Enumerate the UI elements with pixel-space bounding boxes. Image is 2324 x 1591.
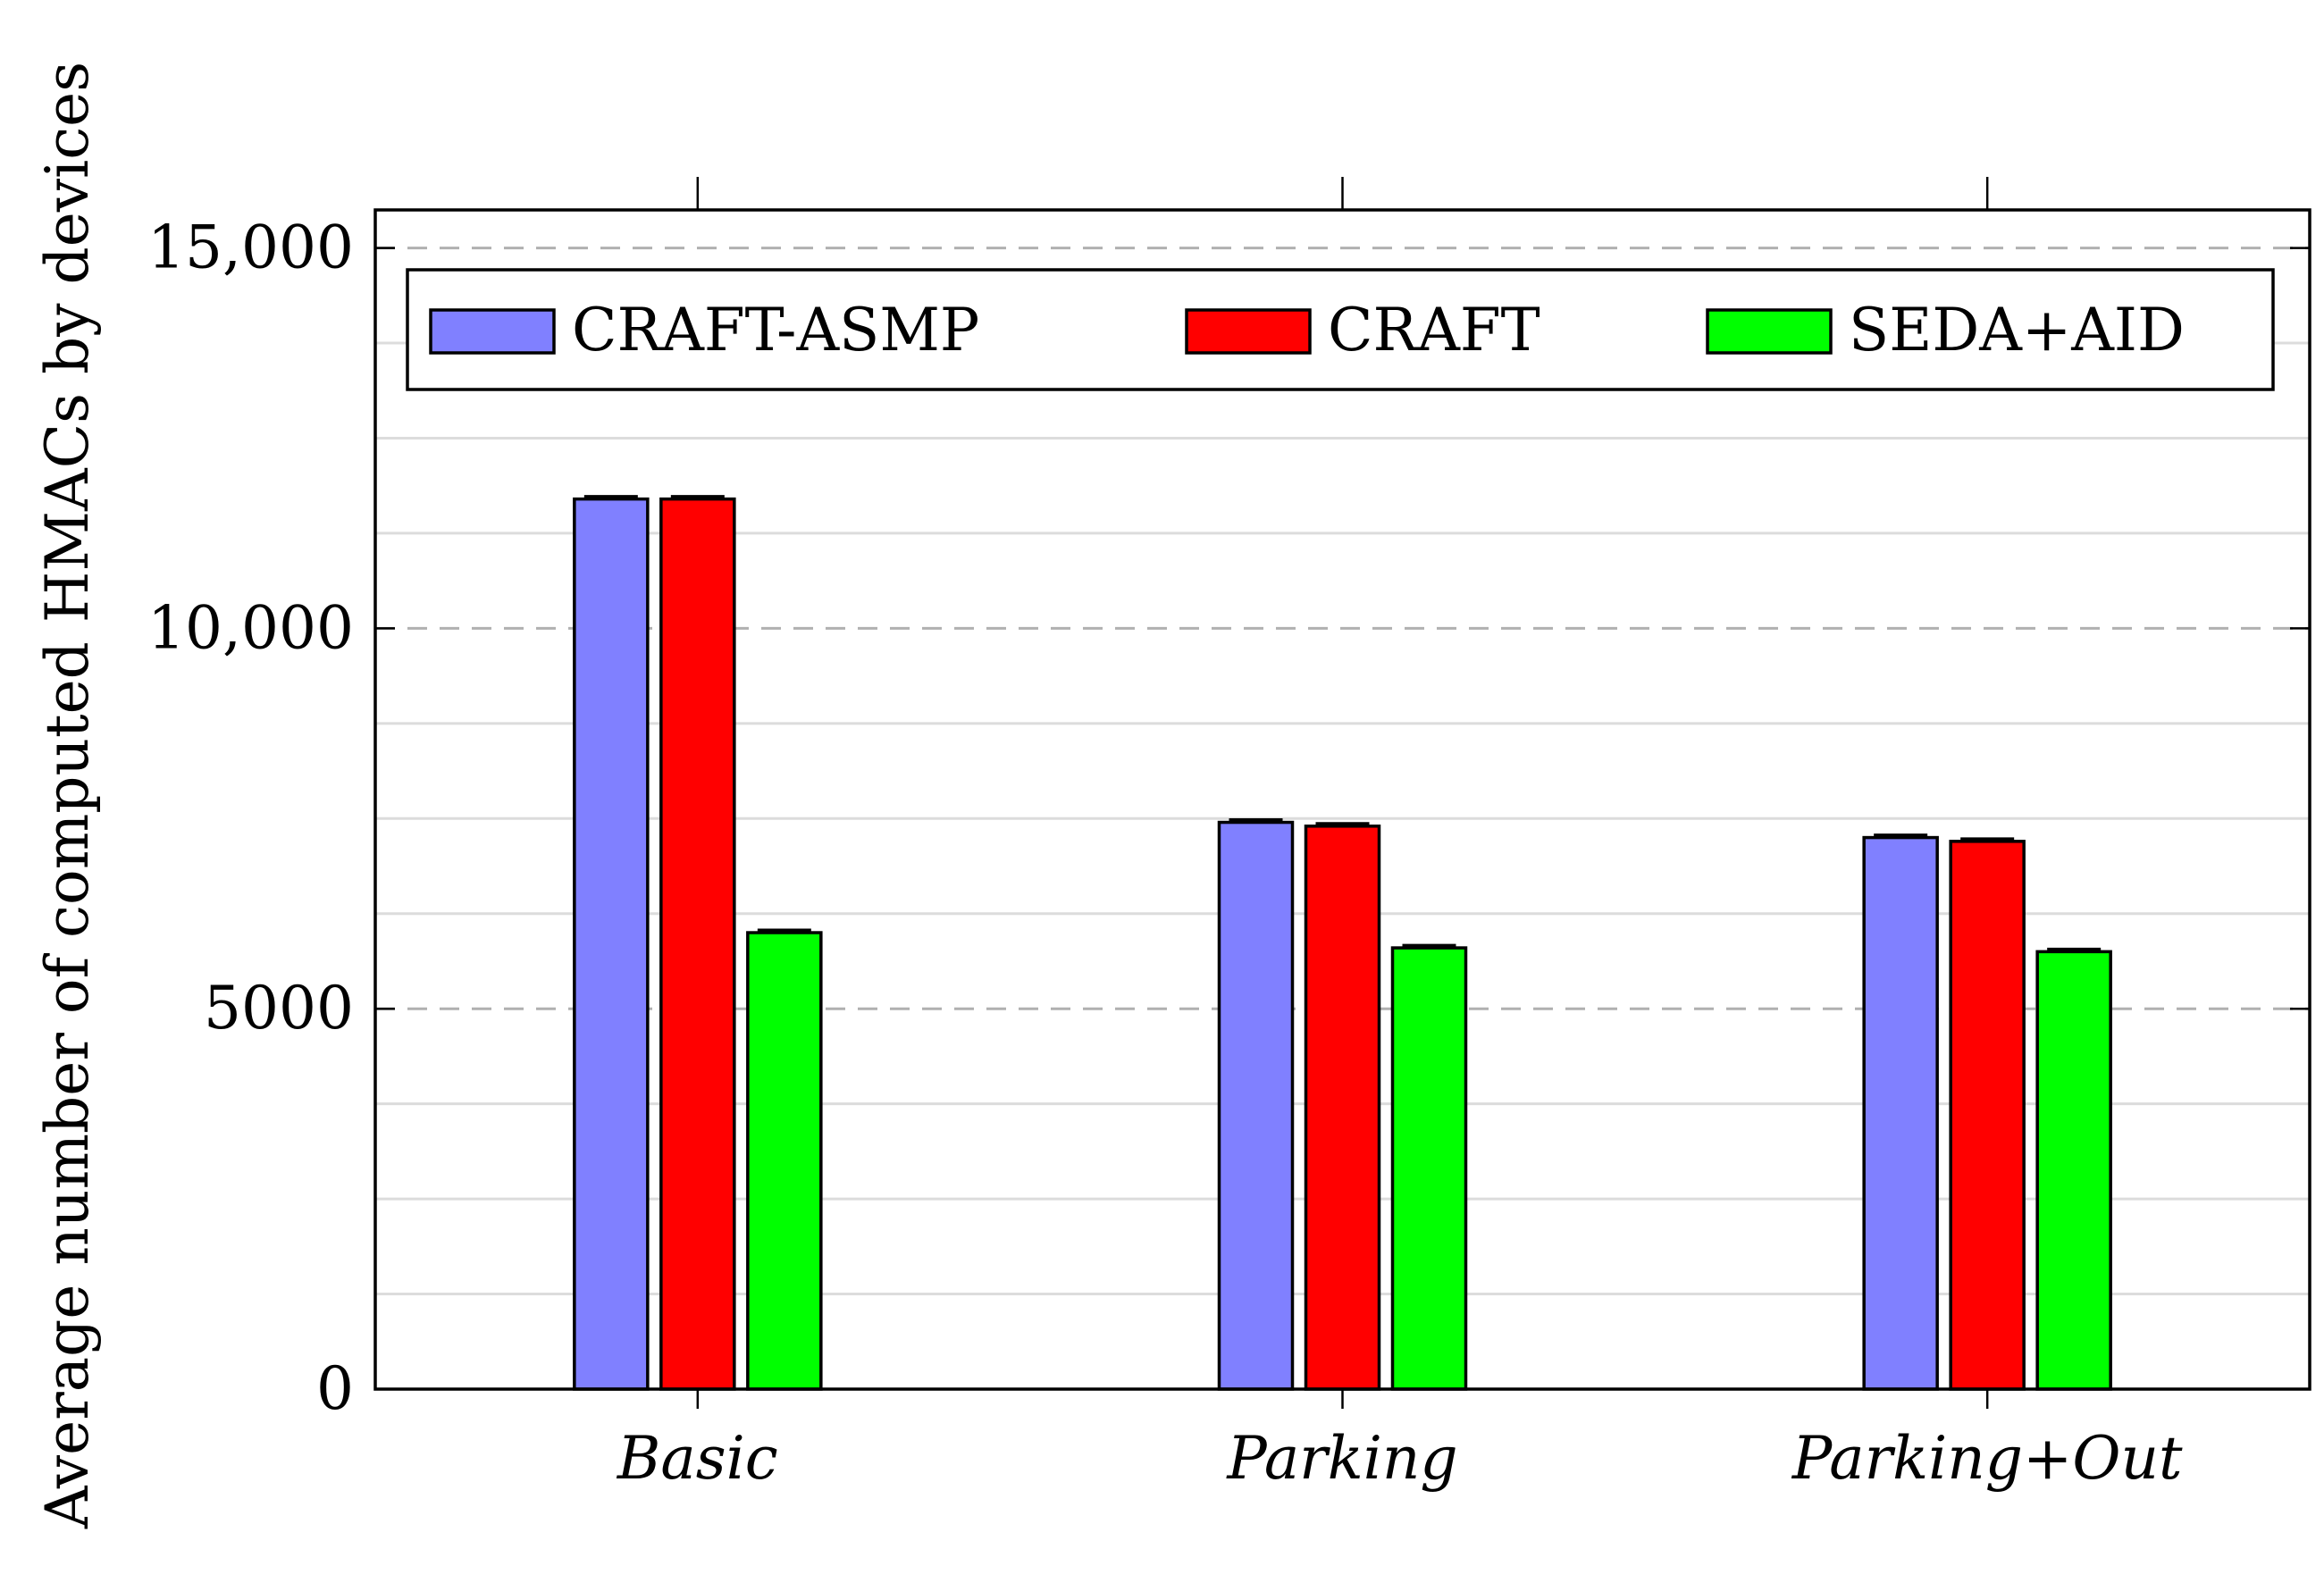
y-axis-label: Average number of computed HMACs by devi… [33,62,102,1529]
y-tick-label: 0 [316,1354,354,1423]
bar-craft-asmp [1862,835,1939,1391]
legend-label: SEDA+AID [1849,296,2185,364]
legend-box [406,268,2275,391]
bar-craft [659,497,736,1391]
axes [373,177,2311,1409]
x-category-label: Parking [1226,1424,1457,1493]
x-category-label: Basic [617,1424,778,1493]
legend-label: CRAFT-ASMP [572,296,979,364]
y-tick-label: 10,000 [147,593,354,662]
bar-craft-asmp [1217,820,1295,1391]
legend-swatch [429,308,556,355]
bar-seda-aid [2035,950,2112,1391]
legend-swatch [1185,308,1312,355]
legend-swatch [1706,308,1833,355]
bar-seda-aid [746,931,823,1391]
y-tick-label: 5000 [204,974,354,1043]
bar-craft [1949,840,2026,1391]
bar-craft [1304,825,1381,1391]
bars [573,495,2112,1391]
y-tick-label: 15,000 [147,214,354,282]
tick-labels: 0 5000 10,000 15,000 Basic Parking Parking+Out [147,214,2183,1493]
bar-craft-asmp [573,497,650,1391]
bar-seda-aid [1390,946,1468,1391]
legend: CRAFT-ASMP CRAFT SEDA+AID [406,268,2275,391]
legend-label: CRAFT [1328,296,1540,364]
plot-frame [373,208,2311,1391]
x-category-label: Parking+Out [1791,1424,2183,1493]
